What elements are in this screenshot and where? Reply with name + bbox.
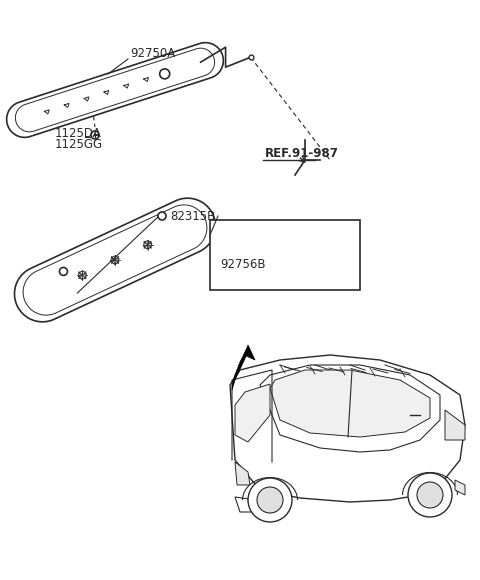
Polygon shape (14, 198, 216, 322)
Circle shape (417, 482, 443, 508)
Polygon shape (7, 43, 223, 137)
Polygon shape (235, 497, 275, 512)
Circle shape (257, 487, 283, 513)
Circle shape (91, 131, 99, 139)
Text: REF.91-987: REF.91-987 (265, 147, 339, 160)
Text: 82315B: 82315B (170, 210, 215, 223)
Text: 92756B: 92756B (220, 258, 265, 271)
Polygon shape (235, 384, 270, 442)
Circle shape (158, 212, 166, 220)
Circle shape (111, 256, 119, 264)
Polygon shape (260, 365, 440, 452)
Circle shape (160, 69, 170, 79)
Polygon shape (244, 345, 255, 360)
Circle shape (408, 473, 452, 517)
Circle shape (79, 271, 86, 279)
Text: 1125GG: 1125GG (55, 138, 103, 151)
Text: 1125DA: 1125DA (55, 127, 102, 140)
Polygon shape (270, 370, 430, 437)
Polygon shape (230, 355, 465, 502)
Polygon shape (232, 350, 248, 390)
Circle shape (144, 241, 152, 249)
Polygon shape (445, 410, 465, 440)
Bar (210, 220, 360, 290)
Polygon shape (455, 480, 465, 495)
Polygon shape (235, 462, 250, 485)
Circle shape (60, 267, 68, 275)
Text: 92750A: 92750A (130, 47, 175, 60)
Circle shape (248, 478, 292, 522)
